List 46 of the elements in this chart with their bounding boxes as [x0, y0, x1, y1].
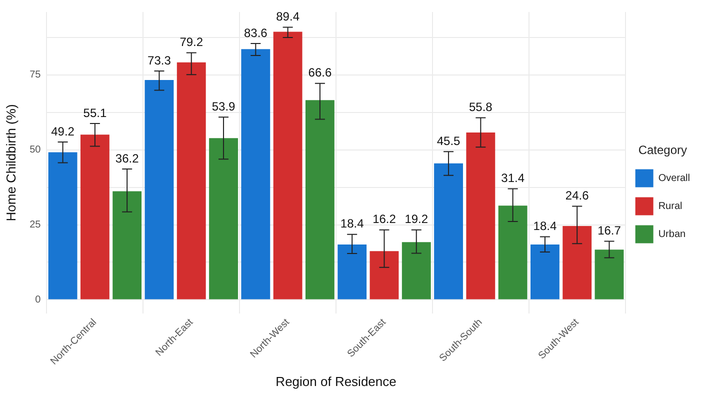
y-axis-title: Home Childbirth (%)	[3, 104, 18, 222]
bar	[112, 191, 142, 300]
data-label: 89.4	[276, 10, 300, 24]
bar	[305, 100, 334, 300]
bar	[402, 242, 431, 300]
bar	[434, 163, 463, 300]
data-label: 55.1	[83, 106, 107, 120]
bar	[370, 251, 399, 300]
bar	[176, 62, 206, 300]
bar	[273, 32, 302, 300]
bar	[209, 138, 238, 300]
data-label: 83.6	[244, 26, 268, 40]
legend-label: Rural	[658, 200, 682, 212]
bar	[466, 132, 496, 300]
data-label: 18.4	[340, 216, 364, 231]
bar	[338, 244, 367, 300]
bar	[530, 244, 560, 300]
bar	[48, 152, 78, 300]
bar	[80, 134, 110, 300]
data-label: 49.2	[51, 124, 75, 138]
y-tick-label: 75	[30, 70, 42, 81]
data-label: 16.2	[372, 212, 396, 226]
bar	[498, 206, 528, 300]
data-label: 55.8	[468, 100, 493, 114]
bar	[241, 49, 270, 300]
data-label: 16.7	[598, 224, 622, 238]
y-tick-label: 50	[30, 144, 42, 156]
bar	[594, 250, 624, 300]
data-label: 31.4	[501, 171, 525, 186]
data-label: 66.6	[308, 66, 332, 80]
legend-label: Urban	[658, 228, 686, 240]
x-axis-title: Region of Residence	[276, 374, 396, 389]
legend-title: Category	[638, 143, 688, 158]
bar	[144, 80, 174, 300]
legend-label: Overall	[658, 172, 690, 184]
data-label: 45.5	[436, 134, 461, 148]
y-tick-label: 0	[35, 294, 42, 306]
data-label: 24.6	[565, 188, 590, 203]
data-label: 73.3	[148, 53, 172, 68]
data-label: 19.2	[404, 212, 428, 226]
y-tick-label: 25	[30, 220, 42, 231]
bar	[562, 226, 592, 300]
data-label: 18.4	[533, 219, 557, 234]
data-label: 79.2	[180, 35, 204, 50]
data-label: 53.9	[212, 100, 236, 114]
data-label: 36.2	[115, 151, 140, 166]
